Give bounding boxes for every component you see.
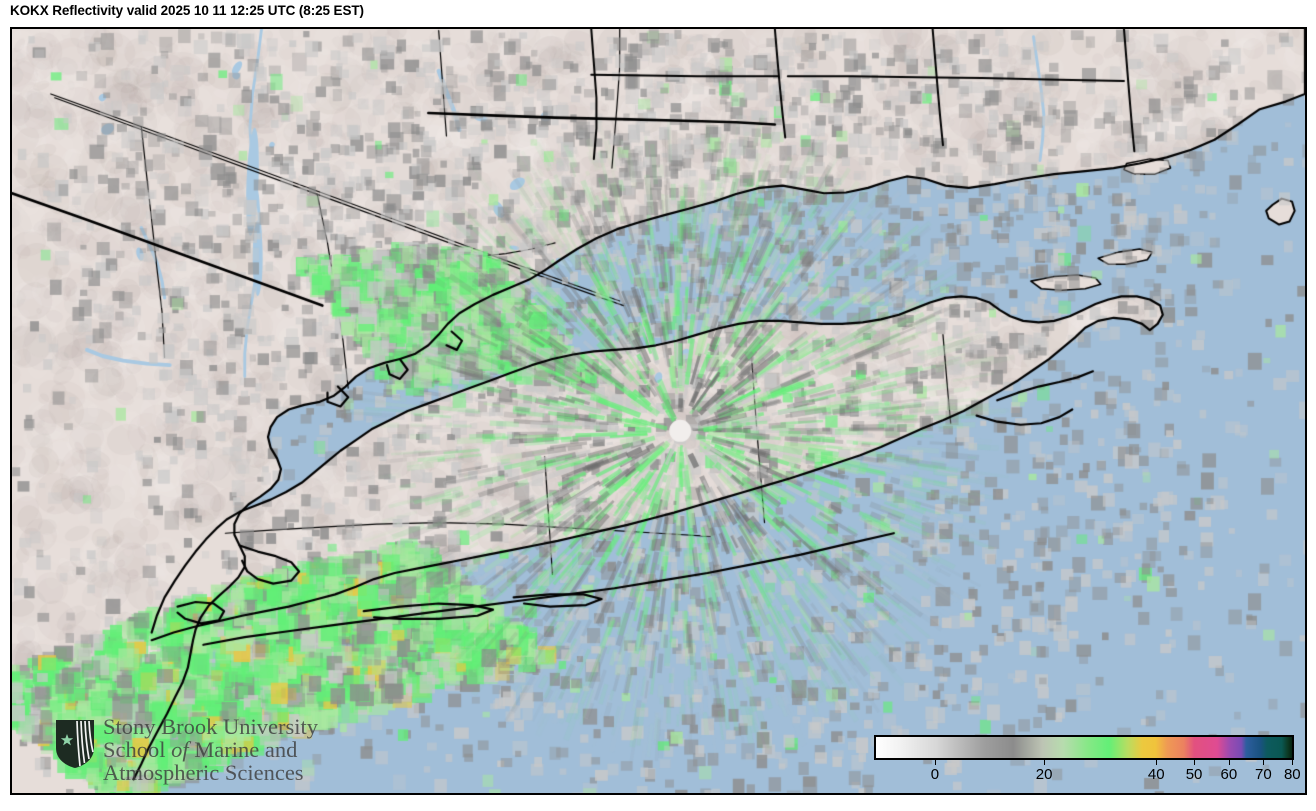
colorbar-tick-0 [934, 760, 936, 765]
colorbar-tick-labels: 0 20 40 50 60 70 80 [874, 760, 1301, 793]
colorbar-tick-80 [1292, 760, 1294, 765]
colorbar-tick-70 [1263, 760, 1265, 765]
radar-map-canvas[interactable] [12, 29, 1305, 793]
colorbar-label-70: 70 [1254, 766, 1272, 783]
colorbar-tick-60 [1228, 760, 1230, 765]
colorbar-label-40: 40 [1147, 766, 1165, 783]
colorbar-tick-40 [1156, 760, 1158, 765]
page-title: KOKX Reflectivity valid 2025 10 11 12:25… [10, 3, 364, 18]
colorbar-box [874, 735, 1294, 760]
colorbar-gradient [876, 737, 1292, 758]
colorbar-label-20: 20 [1035, 766, 1053, 783]
colorbar-label-80: 80 [1283, 766, 1301, 783]
colorbar-label-0: 0 [930, 766, 940, 783]
colorbar-label-50: 50 [1185, 766, 1203, 783]
radar-map-frame: Stony Brook University School of Marine … [10, 27, 1307, 795]
colorbar-label-60: 60 [1220, 766, 1238, 783]
reflectivity-colorbar: 0 20 40 50 60 70 80 [874, 735, 1304, 793]
colorbar-tick-50 [1194, 760, 1196, 765]
colorbar-tick-20 [1044, 760, 1046, 765]
